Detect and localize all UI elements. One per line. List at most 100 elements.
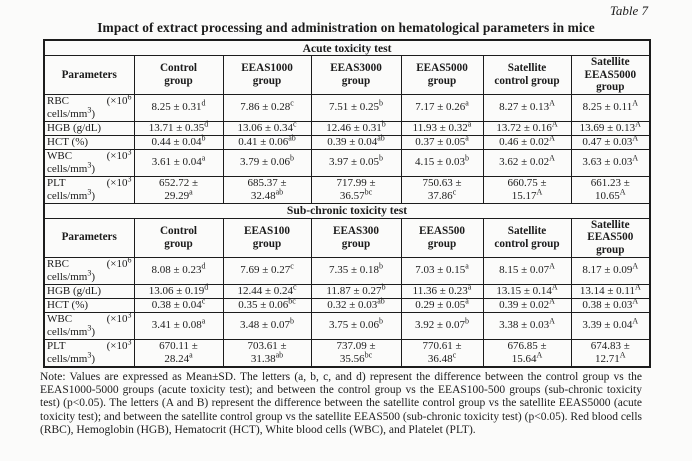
value-cell: 0.47 ± 0.03A: [570, 134, 651, 150]
value-cell: 7.35 ± 0.18b: [310, 256, 402, 285]
value-cell: 3.48 ± 0.07b: [222, 311, 312, 340]
value-cell: 660.75 ± 15.17A: [482, 175, 572, 204]
value-cell: 12.46 ± 0.31b: [310, 120, 402, 136]
column-header: EEAS500 group: [400, 217, 484, 258]
value-cell: 670.11 ± 28.24a: [133, 338, 224, 368]
column-header-row: Parameters Control group EEAS100 group EEAS…: [43, 217, 651, 258]
value-cell: 11.93 ± 0.32a: [400, 120, 484, 136]
table-row: PLT (×103 cells/mm3) 652.72 ± 29.29a 685.37 …: [43, 175, 651, 204]
value-cell: 13.72 ± 0.16A: [482, 120, 572, 136]
hematology-table: Acute toxicity test Parameters Control gro…: [43, 39, 652, 368]
value-cell: 0.38 ± 0.04c: [133, 297, 224, 313]
parameter-cell: PLT (×103 cells/mm3): [43, 175, 135, 204]
value-cell: 0.41 ± 0.06ab: [222, 134, 312, 150]
table-row: HCT (%) 0.44 ± 0.04b 0.41 ± 0.06ab 0.39 ± 0…: [43, 134, 651, 150]
parameter-cell: HGB (g/dL): [43, 120, 135, 136]
value-cell: 3.38 ± 0.03A: [482, 311, 572, 340]
value-cell: 3.97 ± 0.05b: [310, 148, 402, 177]
parameter-cell: HGB (g/dL): [43, 283, 135, 299]
value-cell: 0.35 ± 0.06bc: [222, 297, 312, 313]
table-row: WBC (×103 cells/mm3) 3.41 ± 0.08a 3.48 ± 0.0…: [43, 311, 651, 340]
section-title: Sub-chronic toxicity test: [43, 202, 651, 219]
column-header: Control group: [133, 217, 224, 258]
value-cell: 737.09 ± 35.56bc: [310, 338, 402, 368]
section-title-row: Sub-chronic toxicity test: [43, 202, 651, 219]
table-row: RBC (×106 cells/mm3) 8.25 ± 0.31d 7.86 ± 0.2…: [43, 93, 651, 122]
parameter-cell: WBC (×103 cells/mm3): [43, 148, 135, 177]
column-header: Parameters: [43, 217, 135, 258]
value-cell: 0.44 ± 0.04b: [133, 134, 224, 150]
parameter-cell: WBC (×103 cells/mm3): [43, 311, 135, 340]
value-cell: 674.83 ± 12.71A: [570, 338, 651, 368]
value-cell: 11.87 ± 0.27b: [310, 283, 402, 299]
value-cell: 3.63 ± 0.03A: [570, 148, 651, 177]
value-cell: 13.71 ± 0.35d: [133, 120, 224, 136]
value-cell: 3.61 ± 0.04a: [133, 148, 224, 177]
column-header: EEAS300 group: [310, 217, 402, 258]
value-cell: 3.39 ± 0.04A: [570, 311, 651, 340]
column-header: Control group: [133, 55, 224, 95]
value-cell: 13.06 ± 0.34c: [222, 120, 312, 136]
value-cell: 8.25 ± 0.11A: [570, 93, 651, 122]
value-cell: 13.15 ± 0.14A: [482, 283, 572, 299]
value-cell: 8.27 ± 0.13A: [482, 93, 572, 122]
value-cell: 3.79 ± 0.06b: [222, 148, 312, 177]
column-header: EEAS1000 group: [222, 55, 312, 95]
value-cell: 13.14 ± 0.11A: [570, 283, 651, 299]
table-body: Acute toxicity test Parameters Control gro…: [43, 39, 651, 368]
parameter-cell: HCT (%): [43, 297, 135, 313]
value-cell: 717.99 ± 36.57bc: [310, 175, 402, 204]
value-cell: 7.86 ± 0.28c: [222, 93, 312, 122]
column-header: Satellite control group: [482, 55, 572, 95]
value-cell: 13.69 ± 0.13A: [570, 120, 651, 136]
value-cell: 8.08 ± 0.23d: [133, 256, 224, 285]
value-cell: 3.62 ± 0.02A: [482, 148, 572, 177]
value-cell: 3.75 ± 0.06b: [310, 311, 402, 340]
value-cell: 11.36 ± 0.23a: [400, 283, 484, 299]
table-row: PLT (×103 cells/mm3) 670.11 ± 28.24a 703.61 …: [43, 338, 651, 368]
value-cell: 0.46 ± 0.02A: [482, 134, 572, 150]
value-cell: 7.17 ± 0.26a: [400, 93, 484, 122]
value-cell: 0.37 ± 0.05a: [400, 134, 484, 150]
value-cell: 685.37 ± 32.48ab: [222, 175, 312, 204]
column-header: Satellite EEAS5000 group: [570, 55, 651, 95]
table-row: WBC (×103 cells/mm3) 3.61 ± 0.04a 3.79 ± 0.0…: [43, 148, 651, 177]
value-cell: 7.51 ± 0.25b: [310, 93, 402, 122]
column-header: Satellite control group: [482, 217, 572, 258]
value-cell: 3.92 ± 0.07b: [400, 311, 484, 340]
value-cell: 13.06 ± 0.19d: [133, 283, 224, 299]
value-cell: 7.03 ± 0.15a: [400, 256, 484, 285]
parameter-cell: PLT (×103 cells/mm3): [43, 338, 135, 368]
table-row: RBC (×106 cells/mm3) 8.08 ± 0.23d 7.69 ± 0.2…: [43, 256, 651, 285]
table-row: HGB (g/dL) 13.71 ± 0.35d 13.06 ± 0.34c 12.4…: [43, 120, 651, 136]
value-cell: 750.63 ± 37.86c: [400, 175, 484, 204]
value-cell: 770.61 ± 36.48c: [400, 338, 484, 368]
value-cell: 652.72 ± 29.29a: [133, 175, 224, 204]
column-header: EEAS5000 group: [400, 55, 484, 95]
value-cell: 703.61 ± 31.38ab: [222, 338, 312, 368]
value-cell: 12.44 ± 0.24c: [222, 283, 312, 299]
table-row: HCT (%) 0.38 ± 0.04c 0.35 ± 0.06bc 0.32 ± 0…: [43, 297, 651, 313]
value-cell: 8.25 ± 0.31d: [133, 93, 224, 122]
column-header: EEAS3000 group: [310, 55, 402, 95]
value-cell: 0.32 ± 0.03ab: [310, 297, 402, 313]
value-cell: 0.29 ± 0.05a: [400, 297, 484, 313]
value-cell: 0.39 ± 0.02A: [482, 297, 572, 313]
value-cell: 0.38 ± 0.03A: [570, 297, 651, 313]
value-cell: 3.41 ± 0.08a: [133, 311, 224, 340]
column-header-row: Parameters Control group EEAS1000 group EEA…: [43, 55, 651, 95]
value-cell: 7.69 ± 0.27c: [222, 256, 312, 285]
table-footnote: Note: Values are expressed as Mean±SD. T…: [40, 370, 642, 437]
column-header: Parameters: [43, 55, 135, 95]
column-header: Satellite EEAS500 group: [570, 217, 651, 258]
table-row: HGB (g/dL) 13.06 ± 0.19d 12.44 ± 0.24c 11.8…: [43, 283, 651, 299]
value-cell: 4.15 ± 0.03b: [400, 148, 484, 177]
table-number-label: Table 7: [609, 3, 648, 18]
value-cell: 8.15 ± 0.07A: [482, 256, 572, 285]
parameter-cell: RBC (×106 cells/mm3): [43, 93, 135, 122]
value-cell: 661.23 ± 10.65A: [570, 175, 651, 204]
column-header: EEAS100 group: [222, 217, 312, 258]
value-cell: 676.85 ± 15.64A: [482, 338, 572, 368]
section-title: Acute toxicity test: [43, 39, 651, 56]
